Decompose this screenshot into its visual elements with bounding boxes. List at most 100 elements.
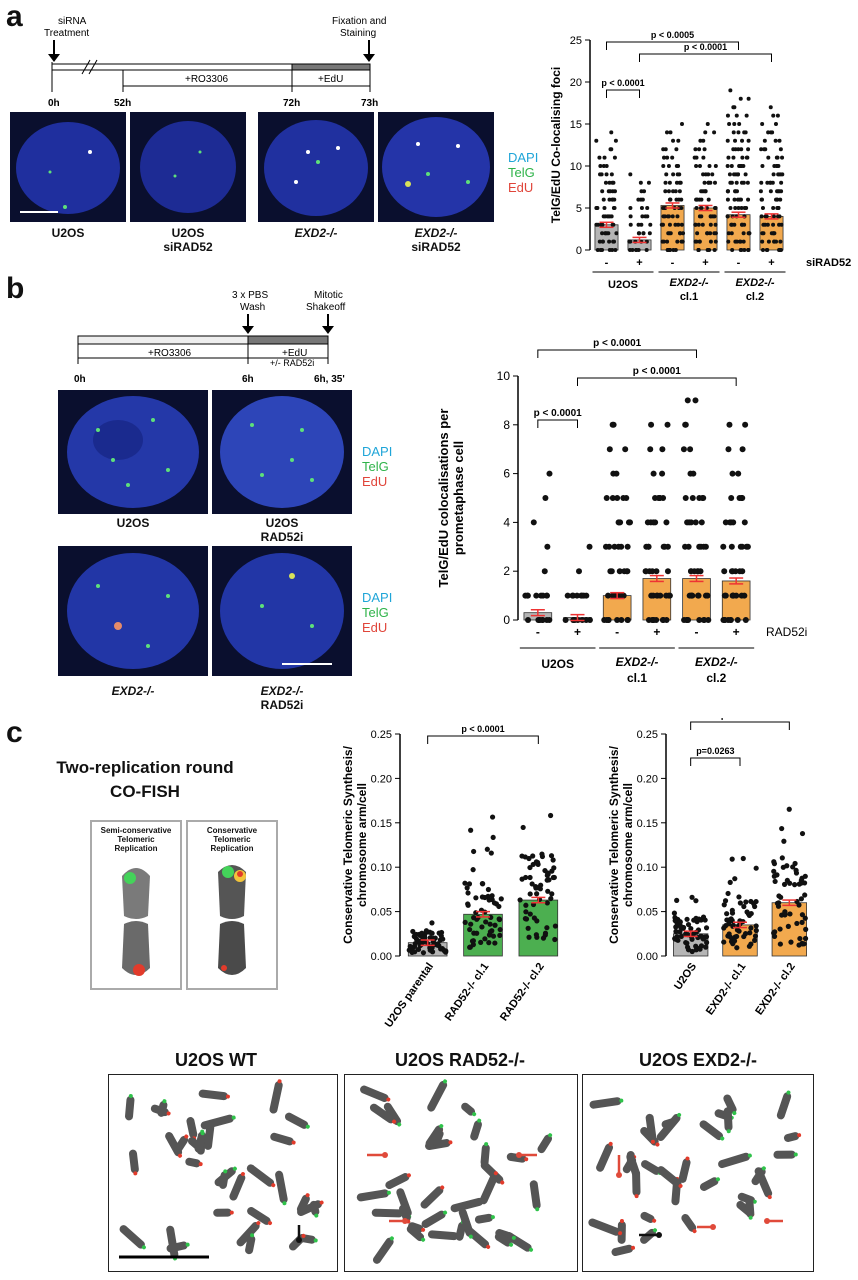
data-point — [781, 838, 787, 844]
data-point — [772, 239, 777, 244]
data-point — [741, 239, 746, 244]
data-point — [409, 949, 415, 955]
data-point — [705, 248, 710, 252]
data-point — [490, 933, 497, 939]
data-point — [544, 900, 550, 906]
y-tick-label: 0.15 — [637, 818, 658, 830]
data-point — [736, 130, 741, 135]
data-point — [659, 446, 666, 453]
telomere-signal — [761, 1166, 766, 1171]
data-point — [777, 189, 782, 194]
data-point — [616, 568, 623, 575]
bar — [721, 580, 751, 621]
chromosome — [470, 1120, 482, 1141]
data-point — [743, 899, 749, 905]
data-point — [609, 147, 614, 152]
chromosome — [204, 1123, 215, 1150]
data-point — [728, 88, 733, 93]
data-point — [794, 920, 800, 927]
data-point — [659, 617, 666, 623]
telomere-signal — [232, 1166, 237, 1171]
data-point — [802, 935, 809, 942]
data-point — [488, 850, 494, 856]
data-point — [407, 943, 413, 950]
data-point — [533, 932, 539, 938]
chromosome — [245, 1235, 256, 1255]
data-point — [771, 861, 778, 867]
p-value-bracket — [690, 757, 741, 766]
group-label: U2OS — [541, 657, 574, 671]
data-point — [732, 197, 737, 202]
data-point — [530, 519, 537, 526]
chromosome — [186, 1117, 198, 1139]
data-point — [776, 214, 781, 219]
telomere-signal — [397, 1122, 402, 1127]
data-point — [648, 222, 653, 227]
chromosome — [309, 1200, 320, 1216]
group-label: cl.1 — [627, 671, 647, 685]
chromosome — [479, 1172, 499, 1205]
data-point — [739, 164, 744, 168]
data-point — [624, 543, 631, 550]
data-point — [689, 495, 696, 501]
data-point — [484, 846, 490, 852]
data-point — [779, 855, 785, 861]
data-point — [766, 239, 771, 244]
bar — [682, 578, 711, 621]
chromosome — [284, 1112, 309, 1129]
data-point — [721, 568, 728, 575]
data-point — [713, 222, 718, 227]
data-point — [732, 172, 737, 177]
telomere-signal — [477, 1118, 482, 1123]
data-point — [802, 915, 808, 921]
data-point — [753, 865, 759, 871]
telomere-signal — [268, 1221, 273, 1226]
data-point — [729, 856, 735, 862]
data-point — [613, 138, 618, 143]
data-point — [662, 155, 667, 160]
y-tick-label: 0.20 — [371, 773, 392, 785]
data-point — [609, 214, 614, 219]
y-tick-label: 0.25 — [637, 729, 658, 741]
data-point — [674, 147, 679, 152]
data-point — [747, 930, 753, 936]
data-point — [729, 470, 736, 477]
bar — [594, 224, 619, 251]
data-point — [594, 222, 599, 227]
data-point — [688, 925, 694, 932]
data-point — [663, 147, 668, 152]
data-point — [693, 222, 698, 227]
data-point — [688, 519, 695, 526]
telomere-signal — [732, 1111, 737, 1116]
data-point — [787, 911, 793, 917]
data-point — [762, 147, 767, 152]
y-tick-label: 15 — [570, 119, 582, 131]
y-tick-label: 20 — [570, 77, 582, 89]
data-point — [615, 592, 622, 599]
data-point — [598, 164, 603, 168]
data-point — [701, 138, 706, 143]
data-point — [552, 936, 558, 943]
timeline-b-wash-2: Wash — [240, 302, 265, 313]
telomere-signal — [198, 1162, 203, 1167]
data-point — [713, 206, 718, 210]
data-point — [735, 470, 742, 477]
data-point — [603, 231, 608, 236]
data-point — [740, 855, 746, 862]
data-point — [693, 943, 699, 949]
data-point — [496, 916, 503, 923]
data-point — [550, 857, 556, 863]
data-point — [482, 936, 488, 942]
data-point — [574, 592, 581, 599]
data-point — [734, 927, 741, 933]
data-point — [722, 519, 729, 526]
chromosome — [369, 1103, 395, 1124]
data-point — [742, 617, 749, 623]
data-point — [600, 231, 605, 236]
chromosome — [296, 1194, 310, 1214]
data-point — [601, 197, 606, 202]
data-point — [650, 470, 657, 477]
data-point — [776, 893, 782, 899]
data-point — [609, 592, 616, 599]
timeline-a-sirna-label-1: siRNA — [58, 16, 87, 27]
